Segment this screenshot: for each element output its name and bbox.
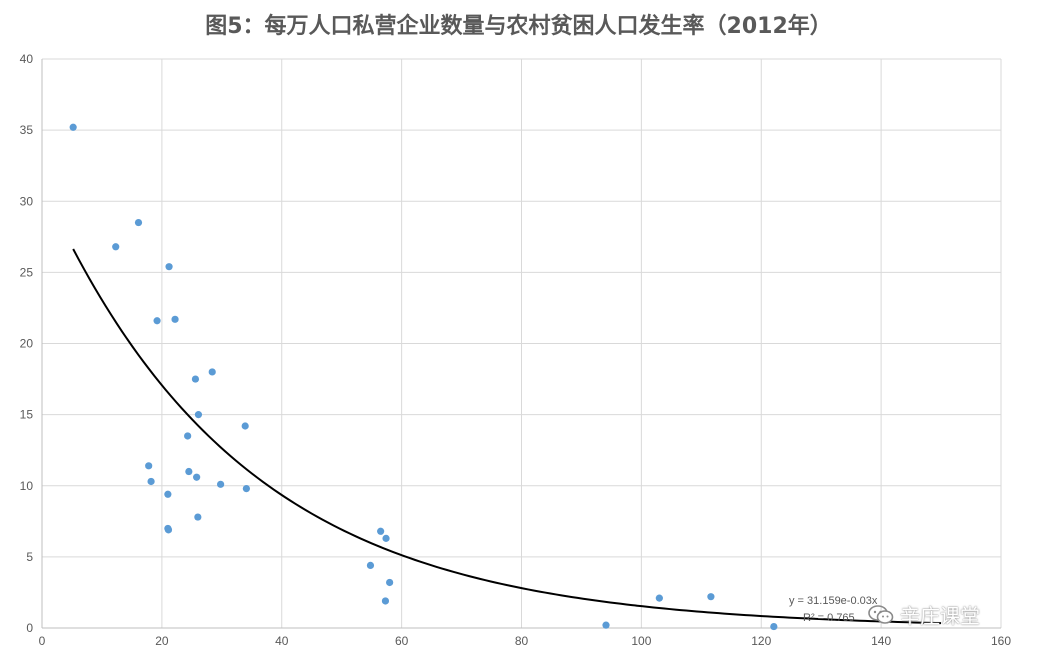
data-point (171, 315, 179, 323)
wechat-icon (868, 604, 894, 624)
data-point (147, 477, 155, 486)
y-tick-label: 5 (26, 550, 33, 564)
data-point (377, 527, 385, 535)
data-point (194, 513, 202, 521)
axes (41, 59, 1001, 629)
gridlines (42, 58, 1002, 628)
data-point (145, 462, 153, 470)
x-tick-label: 40 (275, 634, 289, 648)
data-point (242, 484, 250, 493)
trendline (72, 248, 942, 625)
data-point (165, 263, 173, 271)
watermark: 辛庄课堂 (868, 600, 980, 629)
watermark-text: 辛庄课堂 (900, 604, 980, 628)
data-point (602, 621, 610, 629)
data-point (153, 317, 161, 325)
trendline-r-squared: R² = 0.765 (803, 612, 855, 624)
y-tick-label: 25 (20, 265, 34, 279)
x-tick-label: 60 (395, 634, 409, 648)
data-point (69, 123, 77, 131)
x-tick-label: 120 (751, 634, 771, 648)
data-point (134, 218, 143, 227)
x-tick-label: 0 (39, 634, 46, 648)
data-point (164, 490, 172, 498)
x-tick-label: 140 (871, 634, 891, 648)
data-point (191, 375, 200, 383)
x-tick-label: 100 (631, 634, 651, 648)
data-point (184, 432, 192, 440)
data-point (208, 368, 216, 376)
data-point (217, 480, 225, 488)
y-tick-label: 15 (20, 408, 34, 422)
data-point (655, 594, 663, 602)
data-point (770, 622, 778, 631)
data-point (193, 473, 201, 481)
x-tick-labels: 0 20 40 60 80 100 120 140 160 (39, 634, 1012, 648)
y-tick-label: 20 (20, 337, 34, 351)
y-tick-label: 30 (20, 194, 34, 208)
data-points (69, 123, 778, 631)
y-tick-label: 40 (20, 52, 34, 66)
data-point (366, 561, 375, 570)
y-tick-label: 10 (20, 479, 34, 493)
data-point (707, 593, 715, 601)
y-tick-labels: 0 5 10 15 20 25 30 35 40 (20, 52, 34, 635)
chart-title: 图5：每万人口私营企业数量与农村贫困人口发生率（2012年） (205, 14, 832, 39)
x-tick-label: 80 (515, 634, 529, 648)
x-tick-label: 160 (991, 634, 1011, 648)
y-tick-label: 0 (26, 621, 33, 635)
y-tick-label: 35 (20, 123, 34, 137)
data-point (381, 597, 390, 605)
data-point (194, 411, 203, 419)
data-point (382, 534, 390, 542)
data-point (386, 578, 394, 587)
trendline-equation: y = 31.159e-0.03x (789, 595, 878, 607)
x-tick-label: 20 (155, 634, 169, 648)
data-point (185, 467, 193, 476)
data-point (112, 243, 120, 251)
data-point (164, 526, 173, 534)
data-point (241, 422, 249, 430)
